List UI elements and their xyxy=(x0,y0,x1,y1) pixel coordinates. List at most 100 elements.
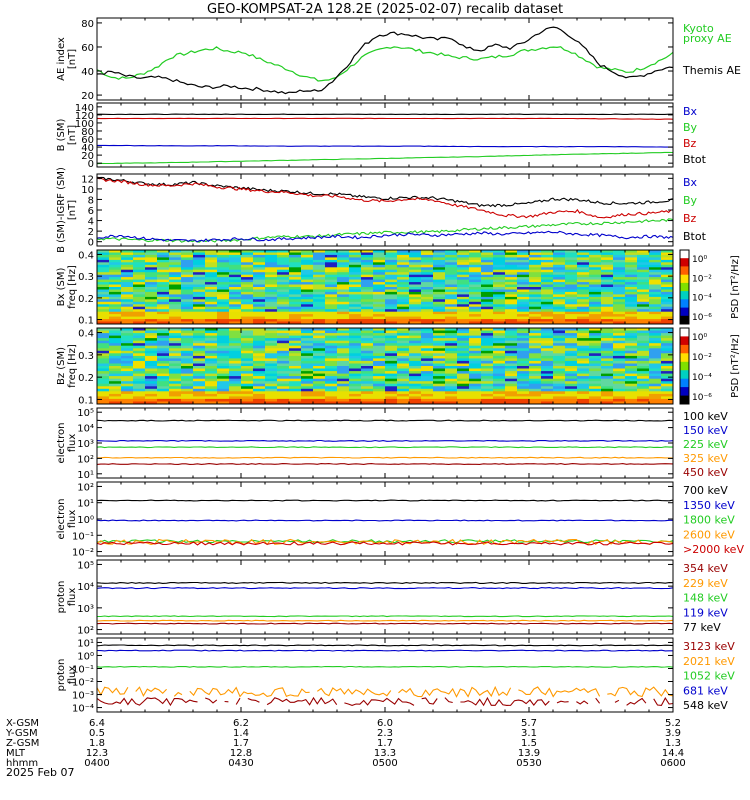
spectrogram-cell xyxy=(625,250,638,253)
spectrogram-cell xyxy=(529,398,542,402)
spectrogram-cell xyxy=(541,348,554,352)
spectrogram-cell xyxy=(217,381,230,385)
spectrogram-cell xyxy=(205,262,218,266)
spectrogram-cell xyxy=(433,257,446,261)
spectrogram-cell xyxy=(289,376,302,380)
spectrogram-cell xyxy=(385,314,398,318)
spectrogram-cell xyxy=(133,366,146,369)
spectrogram-cell xyxy=(169,284,182,288)
spectrogram-cell xyxy=(505,274,518,278)
series-line xyxy=(96,117,674,120)
spectrogram-cell xyxy=(313,319,326,323)
legend-entry: 681 keV xyxy=(683,684,728,697)
spectrogram-cell xyxy=(133,343,146,347)
spectrogram-cell xyxy=(181,396,194,400)
spectrogram-cell xyxy=(193,335,206,339)
spectrogram-cell xyxy=(217,284,230,288)
spectrogram-cell xyxy=(553,257,566,261)
spectrogram-cell xyxy=(553,311,566,315)
y-axis-label: AE index xyxy=(56,37,67,81)
spectrogram-cell xyxy=(397,371,410,375)
spectrogram-cell xyxy=(517,328,530,331)
ephemeris-value: 0600 xyxy=(660,758,685,769)
spectrogram-cell xyxy=(637,291,650,295)
spectrogram-cell xyxy=(181,398,194,402)
spectrogram-cell xyxy=(481,371,494,375)
spectrogram-cell xyxy=(217,401,230,405)
spectrogram-cell xyxy=(361,306,374,310)
spectrogram-cell xyxy=(109,254,122,258)
spectrogram-cell xyxy=(625,254,638,258)
spectrogram-cell xyxy=(565,366,578,369)
spectrogram-cell xyxy=(601,383,614,387)
spectrogram-cell xyxy=(649,299,662,303)
spectrogram-cell xyxy=(109,294,122,298)
spectrogram-cell xyxy=(265,314,278,318)
spectrogram-cell xyxy=(433,282,446,286)
spectrogram-cell xyxy=(229,381,242,385)
spectrogram-cell xyxy=(361,277,374,281)
spectrogram-cell xyxy=(397,287,410,290)
spectrogram-cell xyxy=(421,294,434,298)
spectrogram-cell xyxy=(577,328,590,331)
spectrogram-cell xyxy=(649,328,662,331)
spectrogram-cell xyxy=(193,287,206,290)
spectrogram-cell xyxy=(193,376,206,380)
spectrogram-cell xyxy=(337,368,350,372)
spectrogram-cell xyxy=(421,348,434,352)
spectrogram-cell xyxy=(301,338,314,342)
spectrogram-cell xyxy=(541,401,554,405)
spectrogram-cell xyxy=(217,269,230,273)
spectrogram-cell xyxy=(529,401,542,405)
spectrogram-cell xyxy=(181,316,194,320)
spectrogram-cell xyxy=(265,383,278,387)
spectrogram-cell xyxy=(433,284,446,288)
spectrogram-cell xyxy=(145,287,158,290)
spectrogram-cell xyxy=(469,348,482,352)
spectrogram-cell xyxy=(169,328,182,331)
spectrogram-cell xyxy=(661,401,674,405)
spectrogram-cell xyxy=(157,401,170,405)
spectrogram-cell xyxy=(433,254,446,258)
spectrogram-cell xyxy=(469,274,482,278)
spectrogram-cell xyxy=(541,376,554,380)
spectrogram-cell xyxy=(637,350,650,354)
spectrogram-cell xyxy=(601,328,614,331)
spectrogram-cell xyxy=(265,277,278,281)
spectrogram-cell xyxy=(661,282,674,286)
spectrogram-cell xyxy=(349,282,362,286)
spectrogram-cell xyxy=(661,250,674,253)
spectrogram-cell xyxy=(109,366,122,369)
spectrogram-cell xyxy=(193,338,206,342)
spectrogram-cell xyxy=(565,393,578,397)
spectrogram-cell xyxy=(613,386,626,390)
spectrogram-cell xyxy=(469,289,482,293)
spectrogram-cell xyxy=(433,401,446,405)
spectrogram-cell xyxy=(409,391,422,395)
spectrogram-cell xyxy=(637,330,650,334)
spectrogram-cell xyxy=(193,250,206,253)
spectrogram-cell xyxy=(349,259,362,263)
spectrogram-cell xyxy=(577,401,590,405)
y-tick-label: 4 xyxy=(88,217,94,228)
spectrogram-cell xyxy=(337,386,350,390)
spectrogram-cell xyxy=(337,289,350,293)
spectrogram-cell xyxy=(625,314,638,318)
spectrogram-cell xyxy=(505,299,518,303)
spectrogram-cell xyxy=(661,335,674,339)
spectrogram-cell xyxy=(241,333,254,337)
spectrogram-cell xyxy=(97,378,110,382)
spectrogram-cell xyxy=(145,259,158,263)
series-line xyxy=(96,587,674,590)
spectrogram-cell xyxy=(565,388,578,392)
spectrogram-cell xyxy=(277,393,290,397)
spectrogram-cell xyxy=(649,376,662,380)
spectrogram-cell xyxy=(637,398,650,402)
spectrogram-cell xyxy=(517,330,530,334)
spectrogram-cell xyxy=(517,358,530,362)
spectrogram-cell xyxy=(565,373,578,377)
spectrogram-cell xyxy=(577,378,590,382)
spectrogram-cell xyxy=(217,373,230,377)
spectrogram-cell xyxy=(541,381,554,385)
y-tick-label: 10¹ xyxy=(77,638,94,649)
